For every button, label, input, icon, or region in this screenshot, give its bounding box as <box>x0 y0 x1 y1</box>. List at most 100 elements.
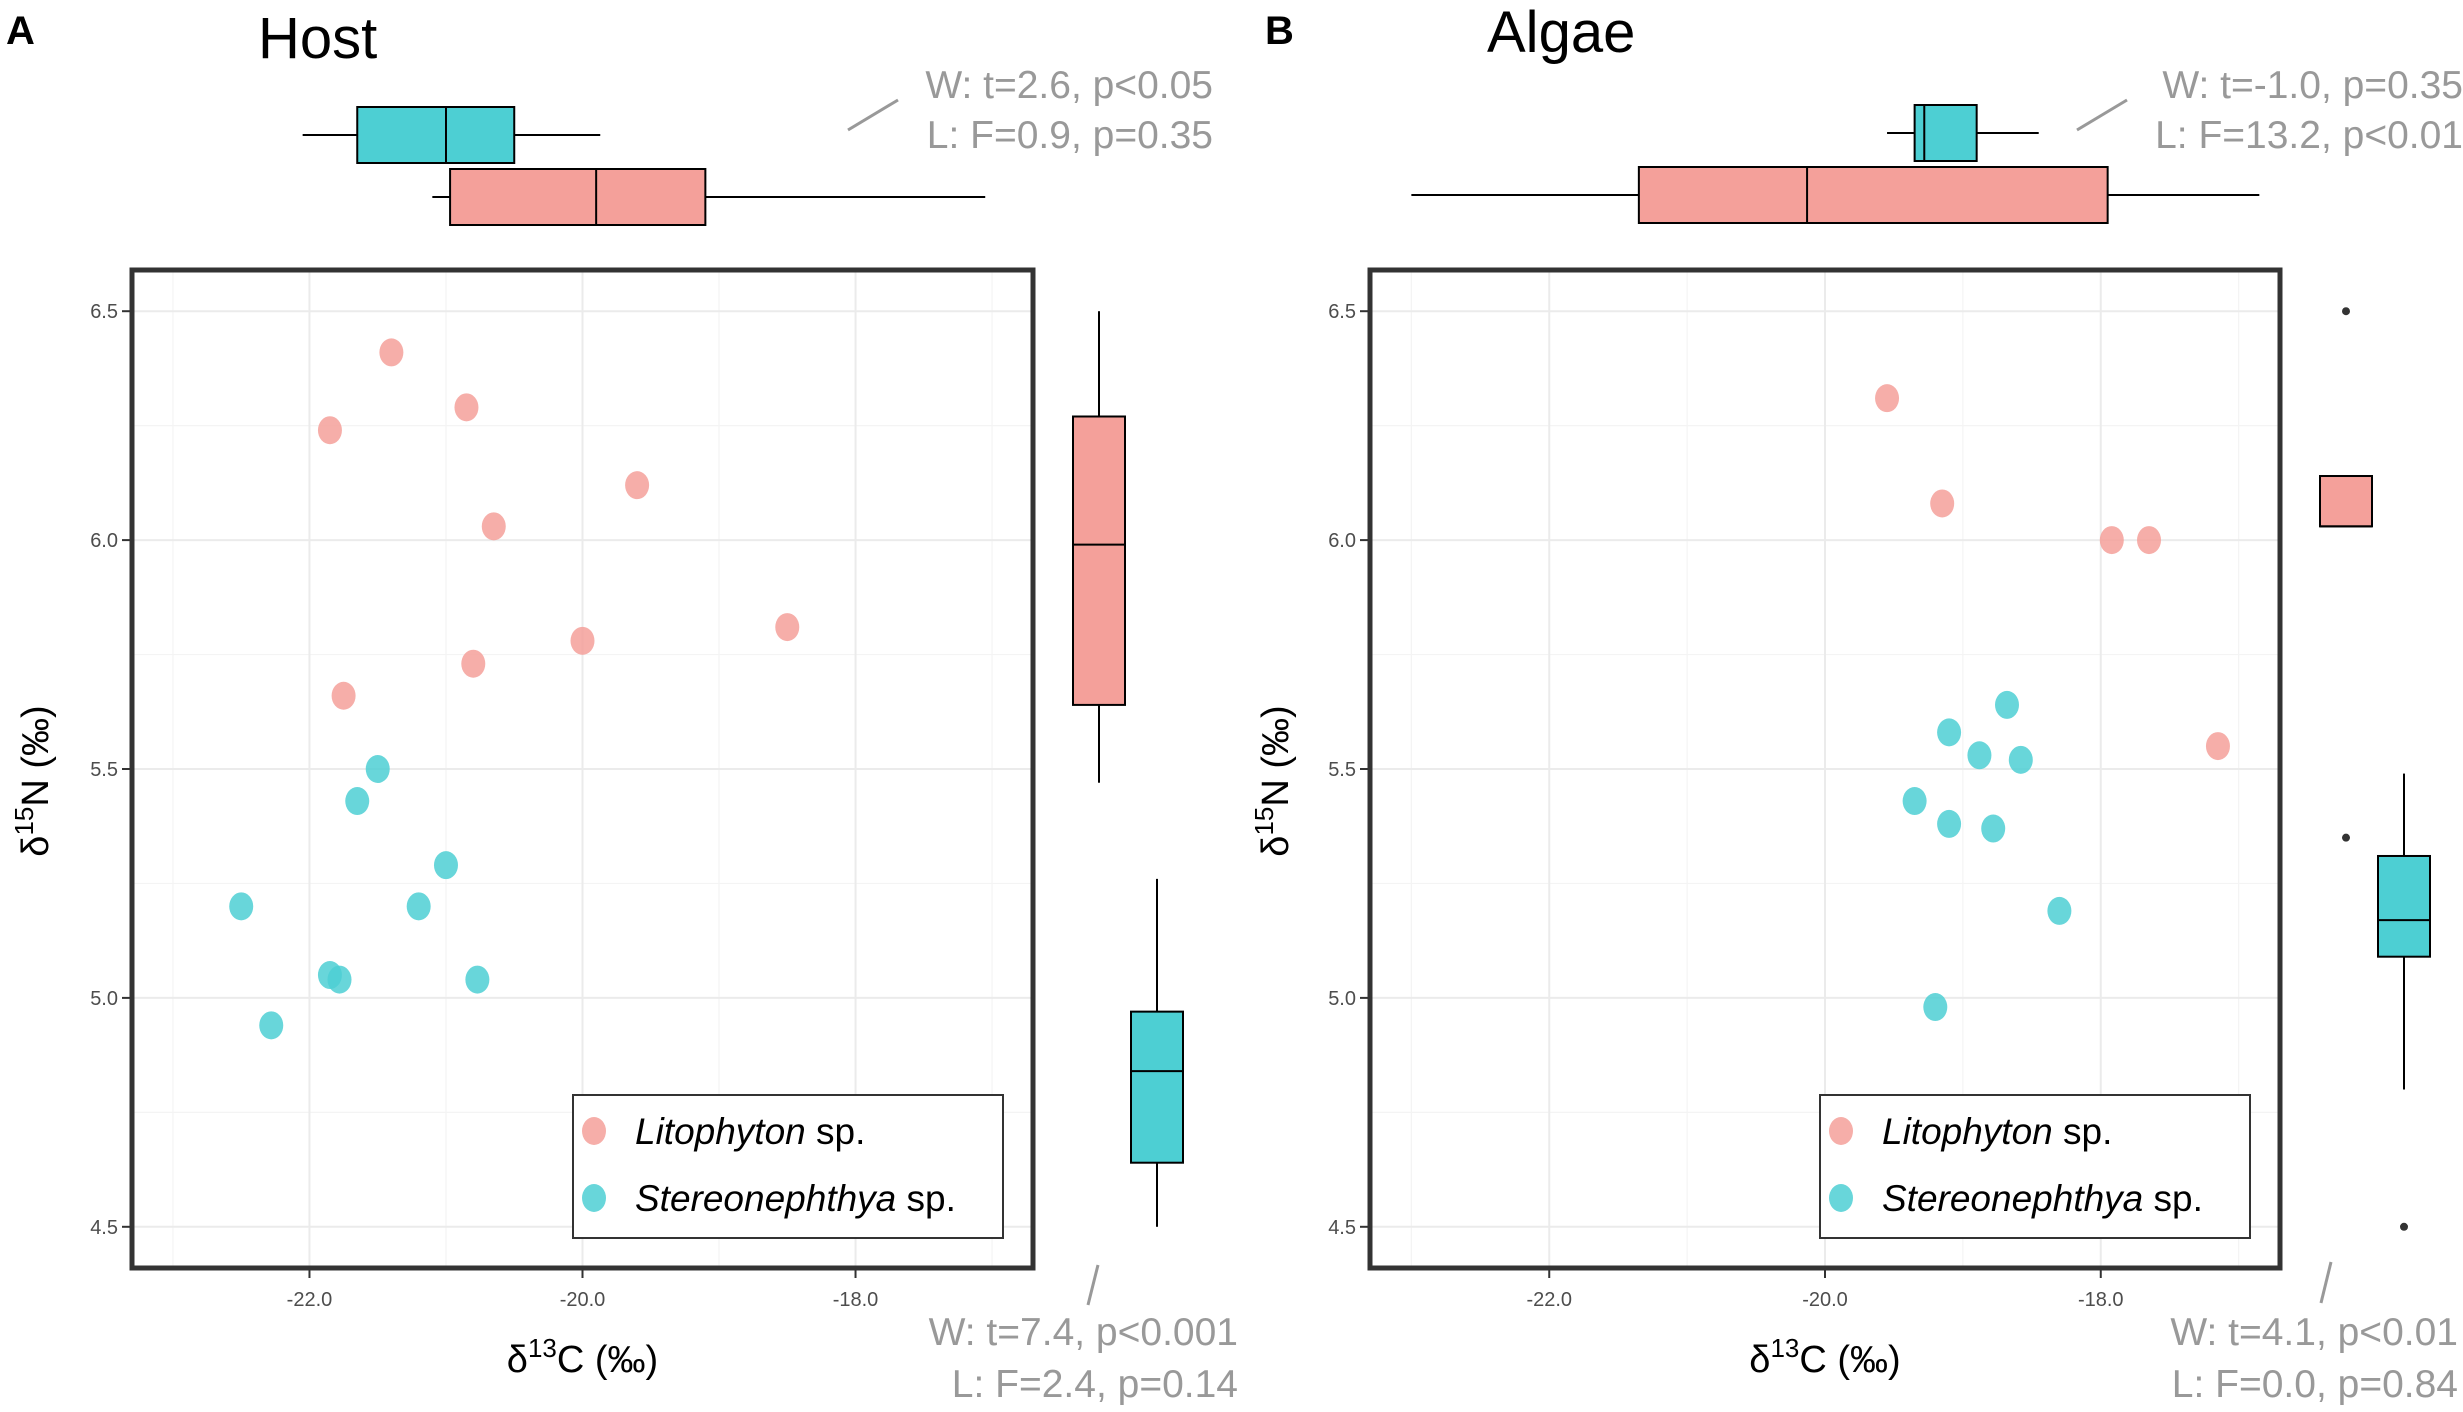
data-point[interactable] <box>625 471 650 500</box>
data-point[interactable] <box>454 393 479 422</box>
y-tick-label: 4.5 <box>90 1217 118 1239</box>
y-tick-label: 5.0 <box>90 988 118 1010</box>
data-point[interactable] <box>2099 526 2124 555</box>
data-point[interactable] <box>2008 745 2033 774</box>
marginal-y-boxplots <box>1072 311 1184 1227</box>
data-point[interactable] <box>433 851 458 880</box>
x-axis-label: δ13C (‰) <box>507 1333 658 1381</box>
data-point[interactable] <box>1902 787 1927 816</box>
outlier-point <box>2400 1222 2408 1231</box>
panel-label: B <box>1265 9 1294 53</box>
stats-y-text: L: F=0.0, p=0.84 <box>2172 1363 2458 1406</box>
panel-host: A Host -22.0 -20.0 -18.0 4.5 5.0 5.5 6.0 6.5 δ13C … <box>6 6 1238 1406</box>
data-point[interactable] <box>229 892 254 921</box>
data-point[interactable] <box>1930 489 1955 518</box>
data-point[interactable] <box>1937 718 1962 747</box>
stats-x-text: L: F=13.2, p<0.01 <box>2155 114 2463 157</box>
x-tick-label: -22.0 <box>287 1289 333 1311</box>
y-tick-label: 5.0 <box>1328 988 1356 1010</box>
plot-border <box>1367 267 2283 1271</box>
data-point[interactable] <box>317 416 342 445</box>
annotation-connector <box>2076 98 2128 132</box>
data-point[interactable] <box>1967 741 1992 770</box>
marginal-x-boxplots <box>1411 104 2260 224</box>
data-point[interactable] <box>570 626 595 655</box>
outlier-point <box>2342 833 2350 842</box>
legend: Litophyton sp. Stereonephthya sp. <box>1819 1094 2251 1239</box>
data-point[interactable] <box>259 1011 284 1040</box>
data-point[interactable] <box>331 681 356 710</box>
data-point[interactable] <box>365 755 390 783</box>
y-tick-label: 6.0 <box>1328 530 1356 552</box>
stats-x-text: W: t=-1.0, p=0.35 <box>2162 64 2463 107</box>
y-axis-label: δ15N (‰) <box>1249 705 1297 856</box>
annotation-connector <box>1086 1264 1100 1306</box>
box[interactable] <box>1072 415 1126 706</box>
axes: -22.0 -20.0 -18.0 4.5 5.0 5.5 6.0 6.5 δ13C (‰) δ1… <box>9 301 878 1381</box>
box[interactable] <box>356 106 516 164</box>
data-points <box>229 338 800 1040</box>
panel-algae: B Algae -22.0 -20.0 -18.0 4.5 5.0 5.5 6.0 6.5 δ13C… <box>1249 0 2463 1406</box>
box[interactable] <box>1637 166 2109 224</box>
panel-label: A <box>6 9 35 53</box>
x-tick-label: -20.0 <box>1802 1289 1848 1311</box>
legend-key <box>582 1117 606 1145</box>
data-point[interactable] <box>465 965 490 994</box>
statistics: W: t=-1.0, p=0.35 L: F=13.2, p<0.01 W: t=4… <box>2076 64 2463 1406</box>
legend-key <box>1829 1117 1853 1145</box>
legend-key <box>582 1184 606 1212</box>
data-point[interactable] <box>1923 993 1948 1022</box>
data-points <box>1875 384 2230 1022</box>
data-point[interactable] <box>2137 526 2162 555</box>
legend-label: Litophyton sp. <box>1882 1111 2112 1152</box>
chart-title: Host <box>258 6 377 71</box>
plot-border <box>129 267 1036 1271</box>
x-tick-label: -20.0 <box>560 1289 606 1311</box>
data-point[interactable] <box>379 338 404 367</box>
y-axis-label: δ15N (‰) <box>9 705 57 856</box>
statistics: W: t=2.6, p<0.05 L: F=0.9, p=0.35 W: t=7.4… <box>847 64 1238 1406</box>
box[interactable] <box>2377 854 2431 958</box>
data-point[interactable] <box>1995 690 2019 719</box>
stats-y-text: W: t=7.4, p<0.001 <box>929 1311 1238 1354</box>
chart-title: Algae <box>1487 0 1635 65</box>
data-point[interactable] <box>481 512 506 541</box>
stats-y-text: W: t=4.1, p<0.01 <box>2170 1311 2458 1354</box>
y-tick-label: 6.5 <box>1328 301 1356 323</box>
box[interactable] <box>2319 475 2373 528</box>
box[interactable] <box>449 168 707 226</box>
legend: Litophyton sp. Stereonephthya sp. <box>572 1094 1004 1239</box>
legend-label: Stereonephthya sp. <box>635 1178 956 1219</box>
outlier-point <box>2342 307 2350 316</box>
axes: -22.0 -20.0 -18.0 4.5 5.0 5.5 6.0 6.5 δ13C (‰) δ1… <box>1249 301 2124 1381</box>
data-point[interactable] <box>327 965 352 994</box>
x-tick-label: -18.0 <box>833 1289 879 1311</box>
box[interactable] <box>1130 1010 1184 1164</box>
stats-x-text: W: t=2.6, p<0.05 <box>925 64 1213 107</box>
data-point[interactable] <box>1875 384 1900 413</box>
legend-box <box>572 1094 1004 1239</box>
data-point[interactable] <box>1981 814 2006 843</box>
y-tick-label: 5.5 <box>90 759 118 781</box>
legend-label: Litophyton sp. <box>635 1111 865 1152</box>
stats-y-text: L: F=2.4, p=0.14 <box>952 1363 1238 1406</box>
legend-box <box>1819 1094 2251 1239</box>
data-point[interactable] <box>406 892 431 921</box>
data-point[interactable] <box>461 649 486 678</box>
data-point[interactable] <box>345 787 370 816</box>
y-tick-label: 6.5 <box>90 301 118 323</box>
stats-x-text: L: F=0.9, p=0.35 <box>927 114 1213 157</box>
y-tick-label: 4.5 <box>1328 1217 1356 1239</box>
data-point[interactable] <box>2205 732 2230 761</box>
x-tick-label: -22.0 <box>1526 1289 1572 1311</box>
y-tick-label: 5.5 <box>1328 759 1356 781</box>
x-tick-label: -18.0 <box>2078 1289 2124 1311</box>
data-point[interactable] <box>1937 809 1962 838</box>
data-point[interactable] <box>775 613 800 642</box>
x-axis-label: δ13C (‰) <box>1749 1333 1900 1381</box>
marginal-y-boxplots <box>2319 307 2431 1231</box>
annotation-connector <box>2319 1261 2333 1304</box>
data-point[interactable] <box>2047 896 2072 925</box>
legend-label: Stereonephthya sp. <box>1882 1178 2203 1219</box>
